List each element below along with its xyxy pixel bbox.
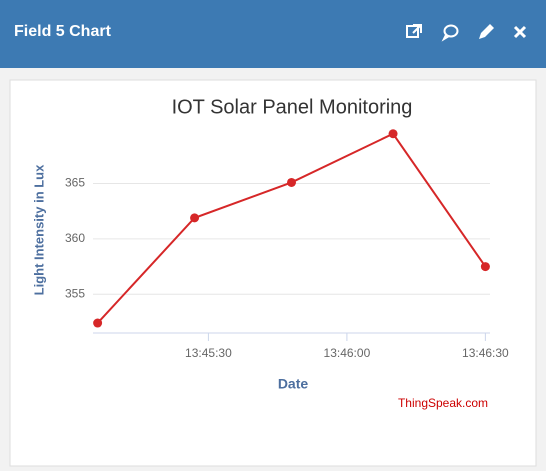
header-title: Field 5 Chart <box>14 23 112 40</box>
chart-panel <box>9 79 537 467</box>
y-tick-label: 360 <box>65 231 85 245</box>
header-bar <box>0 0 546 68</box>
chart-title: IOT Solar Panel Monitoring <box>172 96 413 118</box>
point <box>388 129 398 139</box>
x-tick-label: 13:46:00 <box>324 346 371 360</box>
point <box>190 213 200 223</box>
y-tick-label: 355 <box>65 286 85 300</box>
close-icon[interactable] <box>513 25 527 39</box>
point <box>480 262 490 272</box>
point <box>287 177 296 187</box>
y-axis-label: Light Intensity in Lux <box>31 164 46 295</box>
comment-icon[interactable] <box>441 24 459 42</box>
credit: ThingSpeak.com <box>398 396 488 410</box>
x-tick-label: 13:46:30 <box>462 346 509 360</box>
edit-icon[interactable] <box>479 24 494 39</box>
x-tick-label: 13:45:30 <box>185 346 232 360</box>
x-axis-label: Date <box>278 376 309 392</box>
point <box>93 318 103 328</box>
open-icon[interactable] <box>406 24 422 38</box>
y-tick-label: 365 <box>65 176 85 190</box>
